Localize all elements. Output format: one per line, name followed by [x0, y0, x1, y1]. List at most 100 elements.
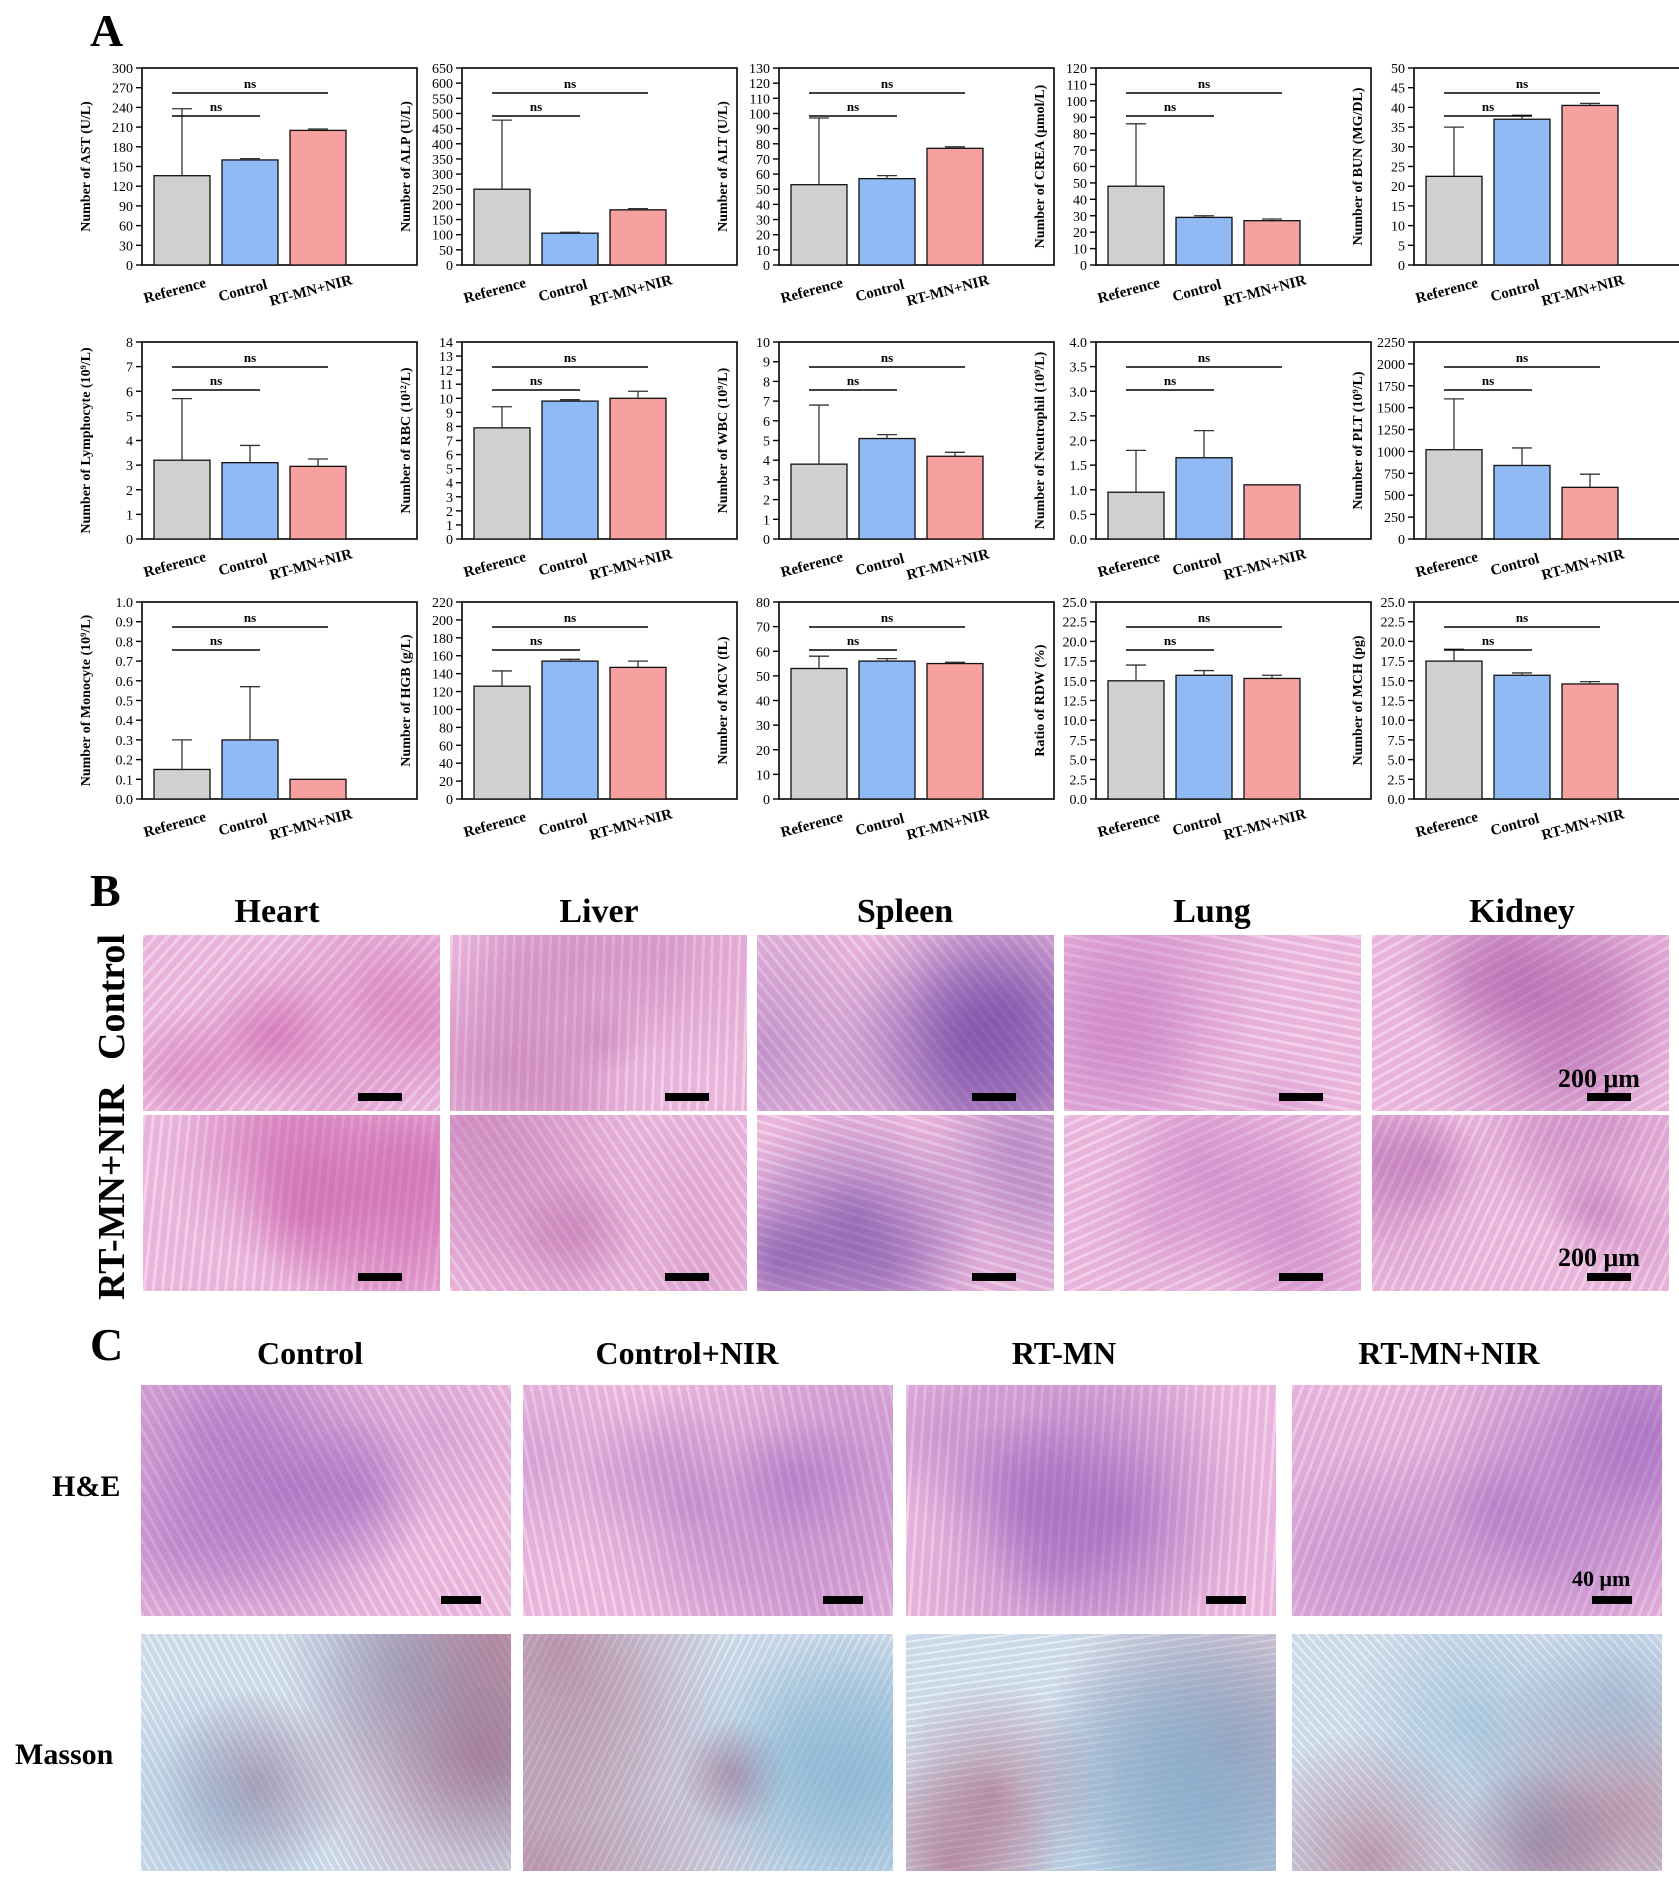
bar-chart-8: 0 1 2 3 4 5 6 7 8 9 10 Number of WBC (10⁹/L) Referen… — [716, 336, 1055, 584]
y-tick-label: 50 — [1391, 62, 1405, 77]
y-tick-label: 22.5 — [1381, 616, 1406, 631]
y-tick-label: 0.0 — [1070, 793, 1088, 808]
significance-label: ns — [530, 373, 542, 388]
scale-bar — [665, 1093, 709, 1101]
x-tick-label: RT-MN+NIR — [1222, 806, 1308, 843]
y-tick-label: 10 — [756, 244, 770, 259]
y-tick-label: 0.6 — [116, 675, 134, 690]
significance-label: ns — [847, 99, 859, 114]
y-tick-label: 20.0 — [1063, 635, 1088, 650]
bar-reference — [1107, 491, 1165, 540]
bar-rt-mn-nir — [926, 455, 984, 540]
bar-reference — [790, 463, 848, 540]
y-axis-label: Number of ALT (U/L) — [716, 101, 731, 232]
row-label-rt-mn-nir: RT-MN+NIR — [91, 1084, 133, 1300]
y-tick-label: 500 — [1384, 489, 1405, 504]
histology-heart-rt-mn-nir — [143, 1115, 440, 1291]
y-axis-label: Number of WBC (10⁹/L) — [716, 367, 731, 513]
x-tick-label: RT-MN+NIR — [268, 546, 354, 583]
significance-label: ns — [564, 76, 576, 91]
y-tick-label: 600 — [432, 77, 453, 92]
y-tick-label: 6 — [446, 449, 453, 464]
bar-rt-mn-nir — [609, 397, 667, 540]
y-tick-label: 0.3 — [116, 734, 134, 749]
y-tick-label: 80 — [756, 596, 770, 611]
significance-label: ns — [210, 633, 222, 648]
bar-control — [1175, 674, 1233, 800]
x-tick-label: Control — [1171, 811, 1223, 839]
y-tick-label: 14 — [439, 336, 453, 351]
y-tick-label: 120 — [432, 686, 453, 701]
y-tick-label: 100 — [1066, 95, 1087, 110]
x-tick-label: Reference — [1096, 809, 1162, 841]
bar-reference — [790, 184, 848, 266]
x-tick-label: Control — [537, 277, 589, 305]
scale-label-200um-bottom: 200 μm — [1558, 1243, 1640, 1272]
x-tick-label: RT-MN+NIR — [1222, 546, 1308, 583]
significance-label: ns — [1198, 350, 1210, 365]
bar-control — [1493, 464, 1551, 540]
significance-label: ns — [881, 350, 893, 365]
y-tick-label: 200 — [432, 614, 453, 629]
y-tick-label: 650 — [432, 62, 453, 77]
y-tick-label: 30 — [1073, 210, 1087, 225]
y-tick-label: 6 — [126, 385, 133, 400]
y-tick-label: 0 — [446, 793, 453, 808]
bar-rt-mn-nir — [609, 666, 667, 800]
scale-label-40um: 40 μm — [1572, 1566, 1631, 1591]
bar-chart-10: 0 250 500 750 1000 1250 1500 1750 2000 2250 Number… — [1351, 336, 1679, 584]
y-tick-label: 110 — [1067, 78, 1087, 93]
y-tick-label: 3 — [446, 491, 453, 506]
y-tick-label: 3.5 — [1070, 361, 1088, 376]
y-tick-label: 120 — [112, 180, 133, 195]
x-tick-label: Control — [1489, 811, 1541, 839]
y-axis-label: Number of AST (U/L) — [79, 101, 94, 232]
he-stain-control — [141, 1385, 511, 1616]
y-tick-label: 3 — [763, 474, 770, 489]
y-tick-label: 100 — [432, 229, 453, 244]
y-tick-label: 0.0 — [1388, 793, 1406, 808]
bar-chart-5: 0 5 10 15 20 25 30 35 40 45 50 Number of BUN (MG/DL… — [1351, 62, 1679, 310]
y-tick-label: 1000 — [1377, 445, 1405, 460]
y-tick-label: 500 — [432, 107, 453, 122]
bar-rt-mn-nir — [289, 129, 347, 266]
y-tick-label: 0.5 — [116, 695, 134, 710]
masson-stain-rt-mn-nir — [1292, 1634, 1662, 1871]
y-tick-label: 0 — [1398, 533, 1405, 548]
bar-rt-mn-nir — [289, 778, 347, 800]
y-tick-label: 1750 — [1377, 380, 1405, 395]
y-tick-label: 350 — [432, 153, 453, 168]
y-tick-label: 12 — [439, 364, 453, 379]
y-tick-label: 6 — [763, 415, 770, 430]
y-tick-label: 300 — [432, 168, 453, 183]
y-tick-label: 2.5 — [1388, 773, 1406, 788]
y-tick-label: 7 — [446, 435, 453, 450]
significance-label: ns — [1482, 373, 1494, 388]
significance-label: ns — [1516, 76, 1528, 91]
x-tick-label: Reference — [1096, 549, 1162, 581]
significance-label: ns — [530, 633, 542, 648]
y-tick-label: 10 — [756, 768, 770, 783]
significance-label: ns — [847, 633, 859, 648]
y-tick-label: 1 — [126, 508, 133, 523]
y-tick-label: 1 — [446, 519, 453, 534]
y-tick-label: 4 — [763, 454, 770, 469]
y-tick-label: 70 — [756, 153, 770, 168]
y-tick-label: 40 — [756, 198, 770, 213]
y-axis-label: Number of BUN (MG/DL) — [1351, 87, 1366, 245]
x-tick-label: Reference — [1096, 275, 1162, 307]
y-tick-label: 2 — [126, 484, 133, 499]
x-tick-label: Reference — [1414, 809, 1480, 841]
x-tick-label: RT-MN+NIR — [905, 272, 991, 309]
x-tick-label: Control — [1171, 277, 1223, 305]
significance-label: ns — [244, 610, 256, 625]
y-tick-label: 15.0 — [1063, 675, 1088, 690]
x-tick-label: RT-MN+NIR — [588, 272, 674, 309]
y-tick-label: 400 — [432, 138, 453, 153]
organ-title-heart: Heart — [234, 893, 320, 930]
bar-rt-mn-nir — [926, 147, 984, 266]
y-tick-label: 250 — [432, 183, 453, 198]
y-tick-label: 30 — [1391, 141, 1405, 156]
